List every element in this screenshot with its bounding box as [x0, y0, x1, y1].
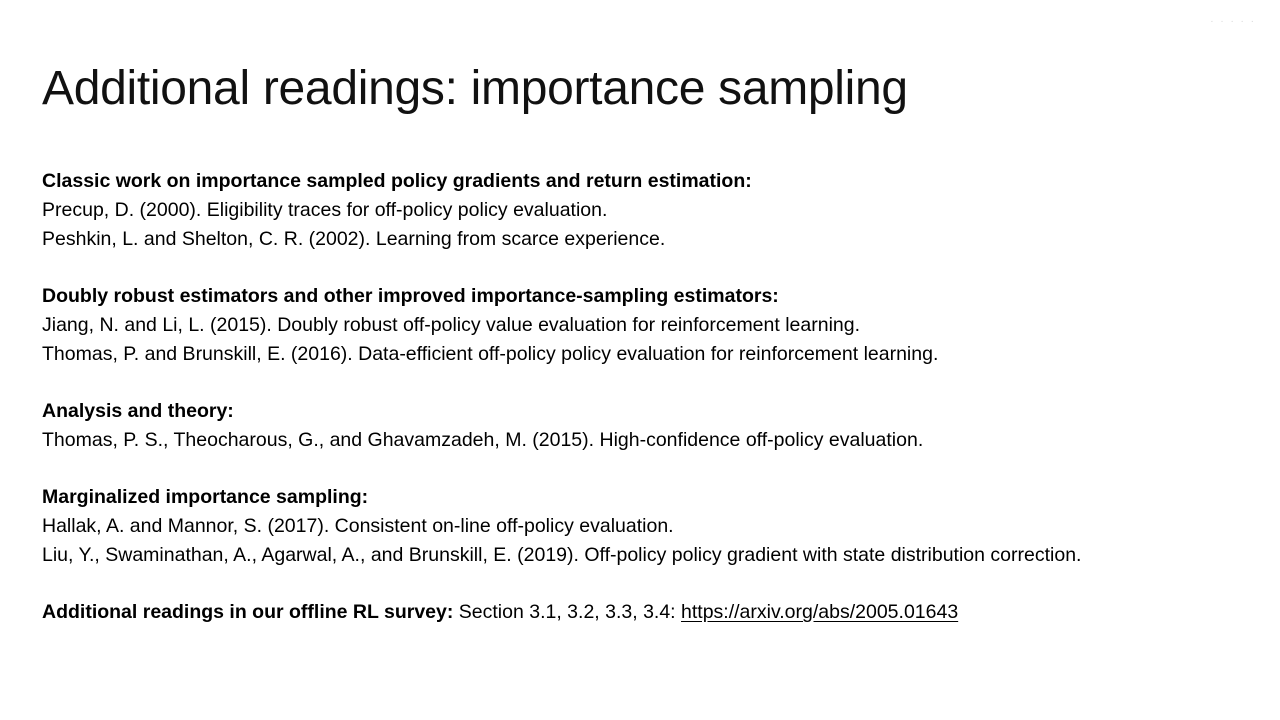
- reference-item: Jiang, N. and Li, L. (2015). Doubly robu…: [42, 314, 861, 336]
- section-heading: Doubly robust estimators and other impro…: [42, 285, 779, 307]
- section-marginalized-is: Marginalized importance sampling: Hallak…: [42, 483, 1242, 570]
- reference-item: Peshkin, L. and Shelton, C. R. (2002). L…: [42, 228, 666, 250]
- survey-link[interactable]: https://arxiv.org/abs/2005.01643: [681, 601, 959, 623]
- section-heading: Analysis and theory:: [42, 400, 234, 422]
- reference-item: Precup, D. (2000). Eligibility traces fo…: [42, 199, 608, 221]
- section-classic-work: Classic work on importance sampled polic…: [42, 167, 1242, 254]
- reading-list: Classic work on importance sampled polic…: [42, 167, 1242, 655]
- survey-label: Additional readings in our offline RL su…: [42, 601, 454, 623]
- section-doubly-robust: Doubly robust estimators and other impro…: [42, 282, 1242, 369]
- survey-line: Additional readings in our offline RL su…: [42, 598, 1242, 627]
- survey-sections: Section 3.1, 3.2, 3.3, 3.4:: [453, 601, 682, 623]
- slide-title: Additional readings: importance sampling: [42, 62, 908, 115]
- reference-item: Thomas, P. and Brunskill, E. (2016). Dat…: [42, 343, 939, 365]
- reference-item: Thomas, P. S., Theocharous, G., and Ghav…: [42, 429, 924, 451]
- watermark-mark: · · · · ·: [1210, 16, 1256, 27]
- section-heading: Classic work on importance sampled polic…: [42, 170, 752, 192]
- reference-item: Liu, Y., Swaminathan, A., Agarwal, A., a…: [42, 544, 1082, 566]
- reference-item: Hallak, A. and Mannor, S. (2017). Consis…: [42, 515, 674, 537]
- section-heading: Marginalized importance sampling:: [42, 486, 369, 508]
- section-analysis-theory: Analysis and theory: Thomas, P. S., Theo…: [42, 397, 1242, 455]
